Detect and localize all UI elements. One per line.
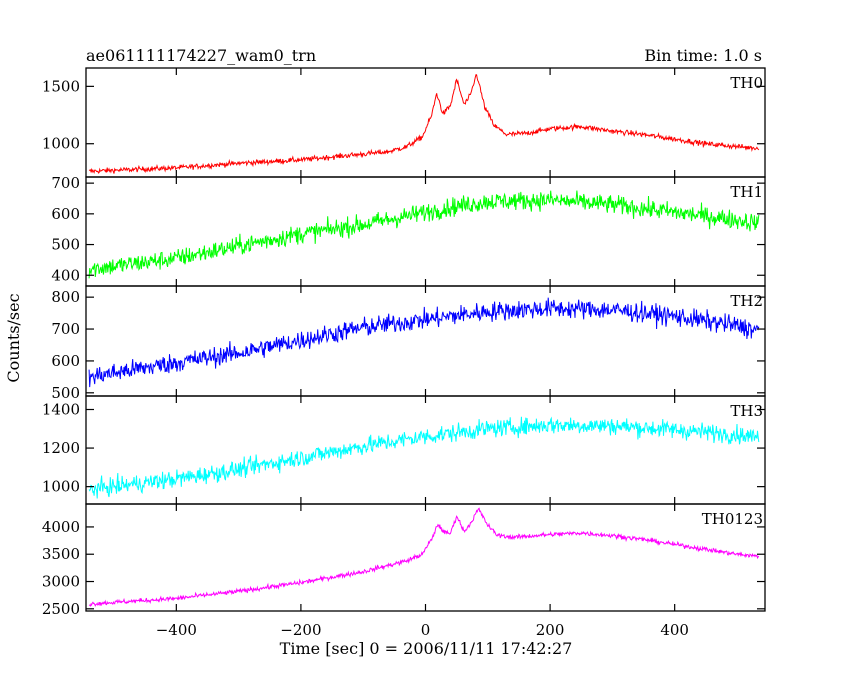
x-tick-label: 0: [421, 621, 431, 639]
chart-title: ae061111174227_wam0_trn: [86, 46, 316, 65]
panels-group: 1000 1500 TH0 400 500 600 700 TH1 500 600 700 800 TH…: [42, 67, 766, 639]
y-tick-label: 1000: [42, 135, 80, 153]
series-line-th1: [88, 190, 760, 279]
panel-th2: 500 600 700 800 TH2: [51, 285, 766, 402]
y-tick-label: 1400: [42, 401, 80, 419]
y-tick-label: 500: [51, 384, 80, 402]
y-tick-label: 2500: [42, 600, 80, 618]
y-tick-label: 400: [51, 266, 80, 284]
y-tick-label: 1000: [42, 478, 80, 496]
y-tick-label: 4000: [42, 518, 80, 536]
panel-frame: [85, 67, 766, 178]
panel-frame: [85, 395, 766, 505]
y-tick-label: 3500: [42, 545, 80, 563]
x-tick-label: 400: [660, 621, 689, 639]
y-tick-label: 700: [51, 174, 80, 192]
panel-name-label: TH3: [730, 402, 763, 420]
y-tick-label: 600: [51, 205, 80, 223]
panel-th1: 400 500 600 700 TH1: [51, 174, 766, 287]
panel-name-label: TH0: [730, 74, 763, 92]
y-tick-label: 500: [51, 236, 80, 254]
y-tick-label: 800: [51, 288, 80, 306]
y-axis-label: Counts/sec: [4, 293, 23, 382]
x-tick-label: −400: [156, 621, 197, 639]
panel-name-label: TH2: [730, 292, 763, 310]
panel-frame: [85, 285, 766, 397]
x-tick-label: 200: [536, 621, 565, 639]
series-line-th0123: [88, 507, 760, 607]
series-line-th2: [88, 297, 760, 388]
y-tick-label: 1500: [42, 77, 80, 95]
y-tick-label: 1200: [42, 439, 80, 457]
y-tick-label: 600: [51, 352, 80, 370]
panel-th0: 1000 1500 TH0: [42, 67, 766, 178]
panel-name-label: TH1: [730, 183, 763, 201]
panel-th3: 1000 1200 1400 TH3: [42, 395, 766, 505]
y-tick-label: 3000: [42, 573, 80, 591]
series-line-th0: [88, 74, 760, 174]
panel-frame: [85, 503, 766, 612]
panel-frame: [85, 176, 766, 287]
bin-time-label: Bin time: 1.0 s: [644, 46, 762, 65]
x-axis-label: Time [sec] 0 = 2006/11/11 17:42:27: [280, 639, 573, 658]
panel-name-label: TH0123: [702, 510, 763, 528]
y-tick-label: 700: [51, 320, 80, 338]
series-line-th3: [88, 416, 760, 499]
panel-th0123: 2500 3000 3500 4000 TH0123: [42, 503, 766, 618]
x-tick-label: −200: [280, 621, 321, 639]
